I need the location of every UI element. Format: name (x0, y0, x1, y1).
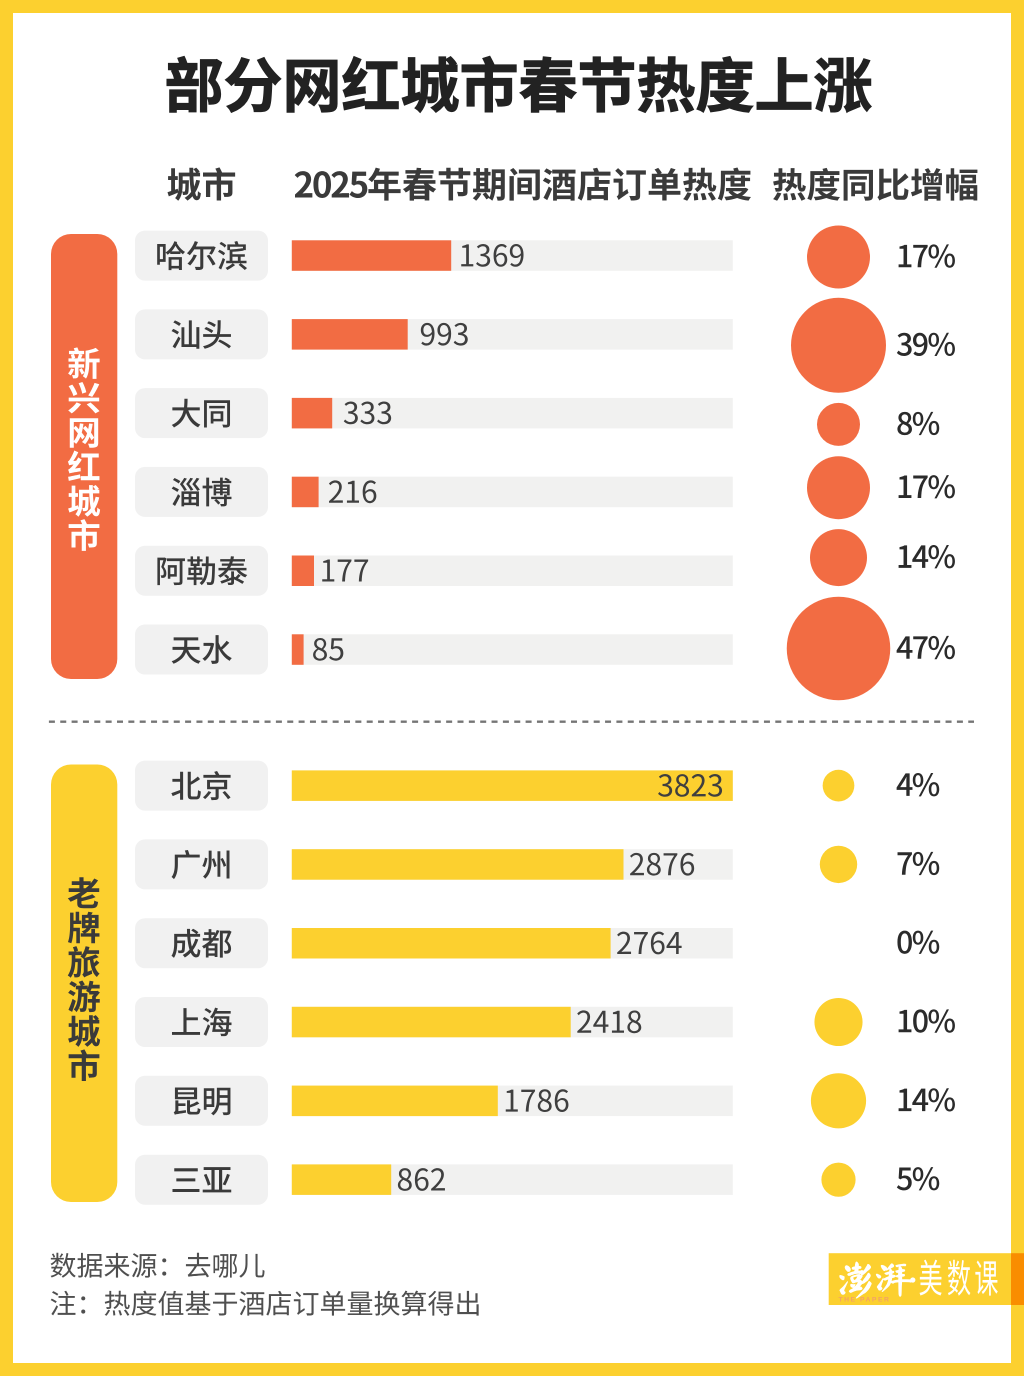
svg-text:THE PAPER: THE PAPER (839, 1297, 891, 1304)
